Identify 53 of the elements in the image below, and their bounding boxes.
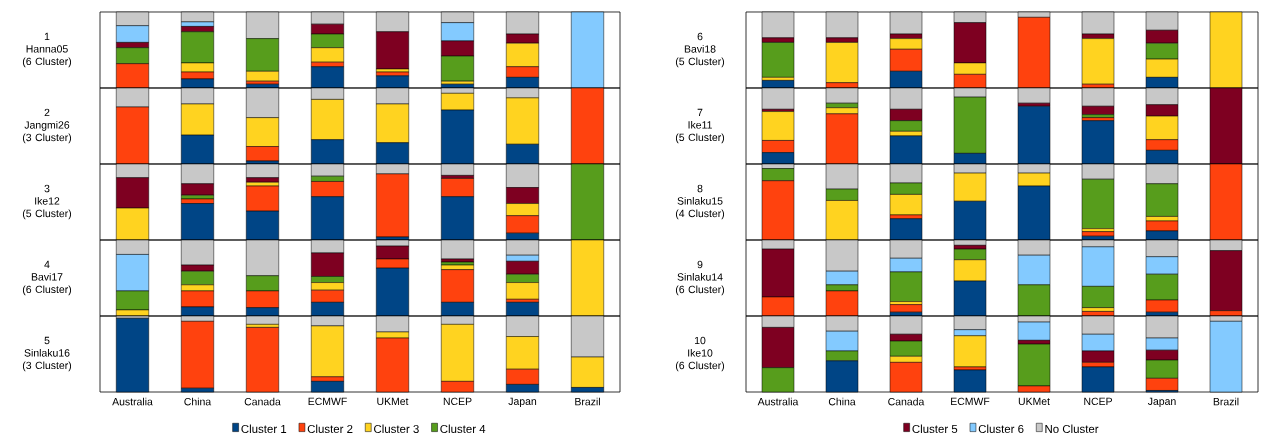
x-tick-label: NCEP [1084,397,1112,406]
x-tick-label: Canada [244,397,281,406]
text: Jangmi26 [24,120,70,131]
text: Sinlaku16 [24,348,70,357]
x-tick-label: Canada [888,397,925,406]
text: (4 Cluster) [675,209,725,220]
legend-label: Cluster 6 [978,424,1024,433]
text: (3 Cluster) [22,361,72,372]
text: Ike10 [688,348,713,357]
legend-label: Cluster 3 [374,424,419,433]
x-tick-label: Brazil [575,397,600,406]
text: 4 [44,260,50,269]
x-tick-label: Australia [112,397,153,406]
legend-label: Cluster 5 [912,424,958,433]
text: 2 [44,108,50,117]
text: 3 [44,184,50,193]
x-tick-label: Japan [508,397,537,408]
text: 6 [697,32,703,41]
x-tick-label: Japan [1147,397,1176,408]
x-tick-label: China [184,397,212,406]
text: 10 [694,336,706,345]
text: (6 Cluster) [675,285,725,296]
text: (6 Cluster) [675,361,725,372]
text: Hanna05 [26,45,68,53]
text: Ike11 [688,120,712,129]
x-tick-label: Brazil [1213,397,1239,406]
text: 9 [697,260,703,269]
text: Ike12 [35,196,60,205]
text: Bavi18 [684,44,716,53]
text: Sinlaku14 [677,272,723,281]
text: (6 Cluster) [22,285,72,296]
text: (5 Cluster) [22,209,72,220]
text: 5 [44,336,50,345]
x-tick-label: Australia [757,397,799,406]
x-tick-label: ECMWF [308,397,347,406]
text: 1 [44,32,50,41]
legend-label: Cluster 4 [440,424,486,433]
text: (5 Cluster) [675,57,725,68]
x-tick-label: ECMWF [951,397,990,406]
text: (3 Cluster) [22,133,72,144]
text: Sinlaku15 [677,196,723,205]
text: (5 Cluster) [675,133,725,144]
x-tick-label: UKMet [1018,397,1050,405]
legend-label: Cluster 2 [307,424,353,433]
x-tick-label: China [828,397,856,406]
legend-label: Cluster 1 [241,424,287,433]
text: (6 Cluster) [22,57,72,68]
text: 8 [697,184,703,193]
x-tick-label: UKMet [377,397,409,405]
legend-label: No Cluster [1045,424,1099,433]
text: 7 [697,108,703,117]
x-tick-label: NCEP [443,397,472,406]
text: Bavi17 [31,272,63,281]
